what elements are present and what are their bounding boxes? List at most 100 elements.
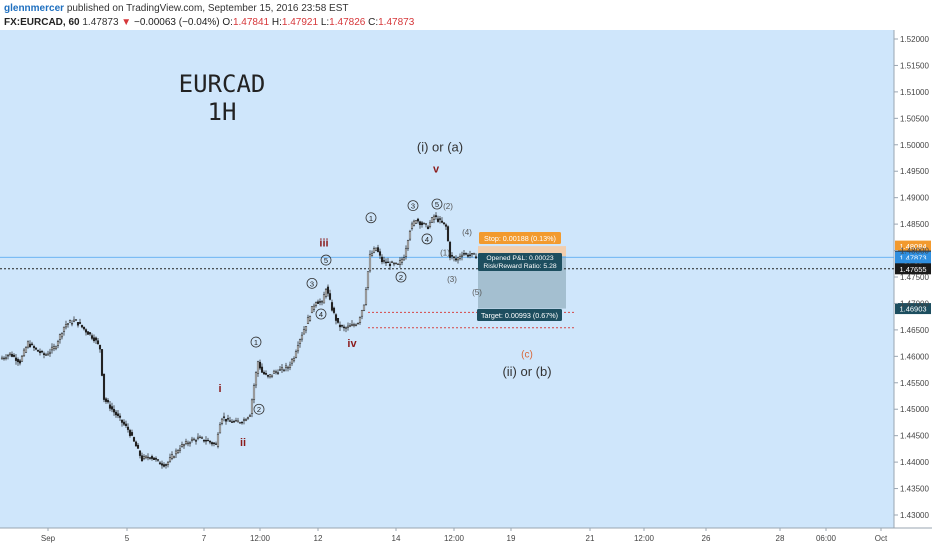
candle-body	[18, 360, 22, 364]
candle-body	[290, 359, 294, 364]
candle-body	[452, 256, 456, 259]
username-link[interactable]: glennmercer	[4, 3, 65, 14]
candle-body	[46, 353, 50, 356]
candle-body	[288, 364, 292, 368]
candle-body	[456, 257, 460, 261]
candle-body	[10, 354, 14, 357]
candle-body	[442, 222, 446, 225]
candle-body	[262, 371, 266, 375]
candle-body	[16, 359, 20, 363]
candle-body	[270, 374, 274, 377]
candle-body	[358, 317, 362, 323]
candle-body	[120, 419, 124, 423]
high-value: 1.47921	[281, 17, 319, 28]
candle-body	[116, 413, 120, 417]
wave-label: iii	[319, 238, 328, 250]
pnl-box	[478, 253, 562, 271]
symbol-label[interactable]: FX:EURCAD, 60	[4, 17, 80, 28]
candle-body	[440, 220, 444, 223]
candle-body	[142, 456, 146, 459]
price-axis-badge-label: 1.48084	[899, 242, 926, 251]
x-tick-label: 5	[125, 534, 130, 543]
wave-label: 1	[369, 214, 373, 223]
candle-body	[400, 258, 404, 263]
candle-body	[42, 353, 46, 355]
candle-body	[230, 421, 234, 423]
candle-body	[158, 462, 162, 465]
candle-body	[96, 340, 100, 345]
wave-circle	[306, 277, 318, 289]
candle-body	[226, 418, 230, 420]
stop-zone	[478, 246, 566, 257]
candle-body	[410, 223, 414, 229]
candle-body	[426, 226, 430, 230]
candle-body	[474, 256, 478, 259]
candle-body	[80, 324, 84, 328]
candle-body	[392, 262, 396, 265]
y-tick-label: 1.49000	[900, 194, 929, 203]
candle-body	[128, 430, 132, 436]
candle-body	[130, 432, 134, 436]
last-price: 1.47873	[82, 17, 119, 28]
candle-body	[242, 419, 246, 421]
high-label: H:	[271, 17, 282, 28]
y-tick-label: 1.45000	[900, 405, 929, 414]
x-tick-label: 12:00	[634, 534, 655, 543]
candle-body	[74, 319, 78, 321]
candle-body	[254, 372, 258, 386]
candle-body	[50, 346, 54, 351]
x-tick-label: 26	[702, 534, 711, 543]
candle-body	[336, 317, 340, 323]
price-axis-badge-label: 1.47655	[899, 265, 926, 274]
publish-line: glennmercer published on TradingView.com…	[4, 3, 348, 14]
candle-body	[362, 304, 366, 311]
x-tick-label: 12:00	[444, 534, 465, 543]
candle-body	[66, 323, 70, 325]
candle-body	[316, 301, 320, 304]
target-badge: Target: 0.00993 (0.67%)	[481, 311, 558, 320]
candle-body	[272, 370, 276, 374]
candle-body	[388, 263, 392, 266]
candle-body	[466, 254, 470, 257]
y-tick-label: 1.48500	[900, 220, 929, 229]
candle-body	[164, 464, 168, 466]
published-text: published on TradingView.com, September …	[66, 3, 349, 14]
candle-body	[52, 346, 56, 350]
candle-body	[68, 320, 72, 323]
y-tick-label: 1.45500	[900, 379, 929, 388]
candle-body	[390, 261, 394, 263]
candle-body	[366, 271, 370, 288]
candle-body	[12, 354, 16, 357]
candle-body	[188, 442, 192, 444]
candle-body	[300, 334, 304, 340]
candle-body	[40, 351, 44, 353]
candle-body	[114, 411, 118, 416]
candle-body	[216, 433, 220, 447]
candle-body	[228, 420, 232, 422]
candle-body	[302, 329, 306, 335]
wave-circle	[365, 212, 377, 224]
candle-body	[268, 374, 272, 378]
price-axis-badge	[895, 251, 931, 263]
candle-body	[224, 418, 228, 422]
wave-label: (1)	[440, 249, 450, 258]
candle-body	[344, 327, 348, 329]
candle-body	[368, 253, 372, 272]
x-tick-label: 12:00	[250, 534, 271, 543]
candle-body	[90, 335, 94, 339]
candle-body	[318, 301, 322, 303]
x-tick-label: 21	[586, 534, 595, 543]
candle-body	[4, 357, 8, 359]
candle-body	[218, 424, 222, 434]
wave-label: (i) or (a)	[417, 139, 463, 154]
wave-label: 5	[324, 256, 328, 265]
wave-label: (5)	[472, 288, 482, 297]
candle-body	[190, 438, 194, 441]
candle-body	[38, 351, 42, 354]
y-tick-label: 1.49500	[900, 167, 929, 176]
candle-body	[44, 354, 48, 356]
candle-body	[136, 444, 140, 449]
candle-body	[134, 441, 138, 447]
